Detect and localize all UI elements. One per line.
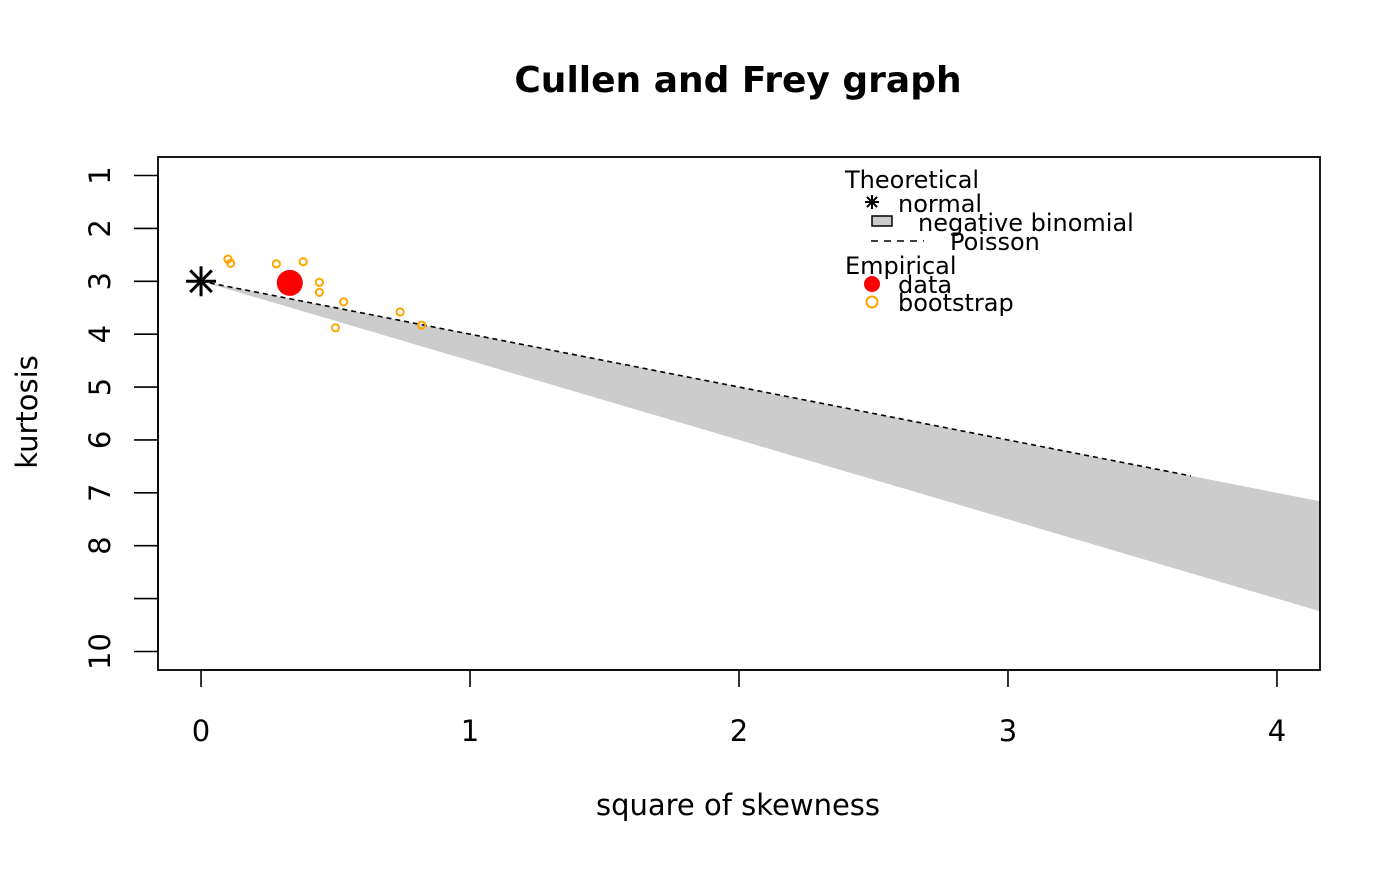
- legend-empirical-title: Empirical: [845, 252, 957, 280]
- y-axis-label: kurtosis: [10, 355, 44, 469]
- y-tick-label: 4: [83, 325, 117, 343]
- x-tick-label: 1: [461, 714, 479, 748]
- x-tick-label: 4: [1268, 714, 1286, 748]
- legend-normal-label: normal: [898, 190, 982, 218]
- y-tick-label: 10: [83, 633, 117, 670]
- bootstrap-point: [314, 277, 324, 287]
- legend-poisson-label: Poisson: [950, 228, 1040, 256]
- bootstrap-point: [226, 258, 236, 268]
- y-tick-label: 1: [83, 166, 117, 184]
- x-tick-label: 2: [730, 714, 748, 748]
- legend-normal-symbol: [865, 195, 879, 209]
- poisson-line: [200, 280, 1192, 477]
- legend-data-label: data: [898, 271, 952, 299]
- legend-negbin-swatch: [871, 215, 893, 227]
- y-tick-label: 7: [83, 484, 117, 502]
- y-tick-label: 8: [83, 536, 117, 554]
- y-tick-label: 2: [83, 219, 117, 237]
- x-tick-label: 0: [192, 714, 210, 748]
- plot-area: [186, 254, 1320, 612]
- normal-asterisk-stroke: [189, 269, 213, 294]
- legend-bootstrap-label: bootstrap: [898, 289, 1014, 317]
- legend-normal-stroke: [866, 196, 878, 208]
- y-tick-label: 6: [83, 431, 117, 449]
- negative-binomial-region: [201, 281, 1320, 612]
- bootstrap-point: [417, 320, 427, 330]
- y-tick-label: 5: [83, 378, 117, 396]
- legend-theoretical-title: Theoretical: [844, 166, 979, 194]
- legend-data-symbol: [864, 276, 880, 292]
- normal-point: [186, 266, 217, 297]
- bootstrap-point: [330, 323, 341, 333]
- bootstrap-point: [338, 297, 349, 307]
- bootstrap-point: [271, 259, 281, 269]
- y-tick-label: 3: [83, 272, 117, 290]
- x-axis-label: square of skewness: [596, 788, 880, 822]
- bootstrap-point: [395, 307, 405, 317]
- legend-negbin-label: negative binomial: [918, 209, 1134, 237]
- data-point: [276, 269, 303, 296]
- bootstrap-point: [298, 257, 308, 267]
- x-tick-label: 3: [999, 714, 1017, 748]
- legend-bootstrap-symbol: [865, 295, 879, 309]
- bootstrap-point: [314, 287, 324, 297]
- chart-title: Cullen and Frey graph: [514, 60, 961, 101]
